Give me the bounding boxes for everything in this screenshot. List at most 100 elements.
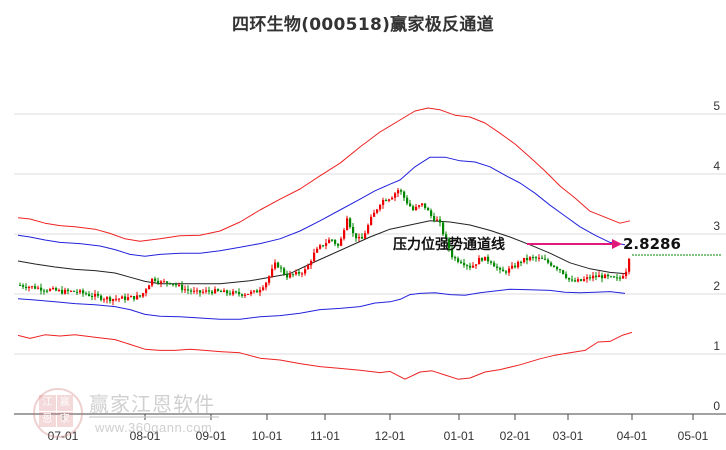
candle-body <box>82 290 85 294</box>
candle-body <box>31 286 34 288</box>
candle-body <box>52 287 55 290</box>
candle-body <box>190 290 193 292</box>
x-tick-label: 03-01 <box>553 429 584 443</box>
candle-body <box>268 276 271 283</box>
candle-body <box>226 290 229 294</box>
candle-body <box>130 296 133 298</box>
candle-body <box>43 290 46 292</box>
candle-body <box>520 261 523 263</box>
candle-body <box>595 275 598 278</box>
candle-body <box>367 225 370 234</box>
candle-body <box>358 237 361 239</box>
candle-body <box>385 200 388 202</box>
candle-body <box>406 197 409 204</box>
x-tick-label: 11-01 <box>310 429 340 443</box>
x-tick-label: 10-01 <box>252 429 283 443</box>
candle-body <box>394 193 397 198</box>
candle-body <box>601 275 604 279</box>
candle-body <box>67 289 70 292</box>
candle-body <box>565 273 568 278</box>
x-tick-label: 05-01 <box>678 429 709 443</box>
candle-body <box>607 274 610 277</box>
candle-body <box>322 245 325 247</box>
candle-body <box>376 209 379 213</box>
candle-body <box>502 269 505 272</box>
candle-body <box>397 190 400 194</box>
candle-body <box>46 290 49 292</box>
candle-body <box>229 293 232 295</box>
y-tick-label: 0 <box>713 399 720 413</box>
candle-body <box>511 265 514 269</box>
candle-body <box>223 290 226 293</box>
candle-body <box>412 206 415 211</box>
candle-body <box>442 222 445 235</box>
candle-body <box>499 267 502 270</box>
candle-body <box>598 275 601 278</box>
candle-body <box>55 287 58 291</box>
candle-body <box>166 281 169 283</box>
candle-body <box>88 294 91 296</box>
candle-body <box>214 289 217 294</box>
candle-body <box>523 257 526 263</box>
candle-body <box>493 262 496 267</box>
candle-body <box>490 261 493 263</box>
candle-body <box>262 287 265 290</box>
candle-body <box>418 205 421 207</box>
candle-body <box>100 295 103 300</box>
candle-body <box>472 265 475 268</box>
candle-body <box>379 204 382 210</box>
chart-title: 四环生物(000518)赢家极反通道 <box>232 15 494 35</box>
watermark-char: 江 <box>39 395 56 411</box>
channel-lines <box>17 107 633 380</box>
candle-body <box>310 261 313 266</box>
candle-body <box>364 233 367 239</box>
candle-body <box>355 233 358 239</box>
candle-body <box>622 276 625 279</box>
channel-outer_upper <box>17 107 631 242</box>
candle-body <box>370 216 373 226</box>
watermark-char: 家 <box>56 411 73 427</box>
y-tick-label: 5 <box>713 99 720 113</box>
candle-body <box>259 289 262 293</box>
candle-body <box>286 274 289 278</box>
candle-body <box>481 258 484 261</box>
candle-body <box>373 212 376 217</box>
candle-body <box>283 268 286 275</box>
watermark-char: 恩 <box>39 411 56 427</box>
candle-body <box>184 289 187 291</box>
candle-body <box>70 290 73 292</box>
candle-body <box>403 191 406 198</box>
candle-body <box>133 296 136 300</box>
candle-body <box>109 297 112 302</box>
candle-body <box>28 286 31 289</box>
candle-body <box>175 284 178 286</box>
candle-body <box>430 210 433 217</box>
candle-body <box>139 295 142 297</box>
watermark-divider <box>89 416 219 418</box>
candle-body <box>106 297 109 300</box>
candle-body <box>577 279 580 282</box>
candle-body <box>292 273 295 275</box>
candle-body <box>625 271 628 277</box>
y-tick-label: 3 <box>713 219 720 233</box>
candle-body <box>586 277 589 280</box>
candle-body <box>436 219 439 221</box>
candle-body <box>550 262 553 266</box>
candle-body <box>208 290 211 292</box>
candle-body <box>346 218 349 231</box>
candle-body <box>61 289 64 294</box>
candle-body <box>532 257 535 259</box>
candle-body <box>409 203 412 207</box>
candle-body <box>145 289 148 294</box>
x-tick-label: 01-01 <box>444 429 475 443</box>
candle-body <box>445 234 448 239</box>
x-tick-label: 02-01 <box>500 429 531 443</box>
candle-body <box>301 273 304 275</box>
candle-body <box>361 237 364 239</box>
candle-body <box>274 262 277 269</box>
candle-body <box>238 292 241 295</box>
candle-body <box>382 200 385 205</box>
candle-body <box>604 274 607 279</box>
candle-body <box>247 293 250 295</box>
